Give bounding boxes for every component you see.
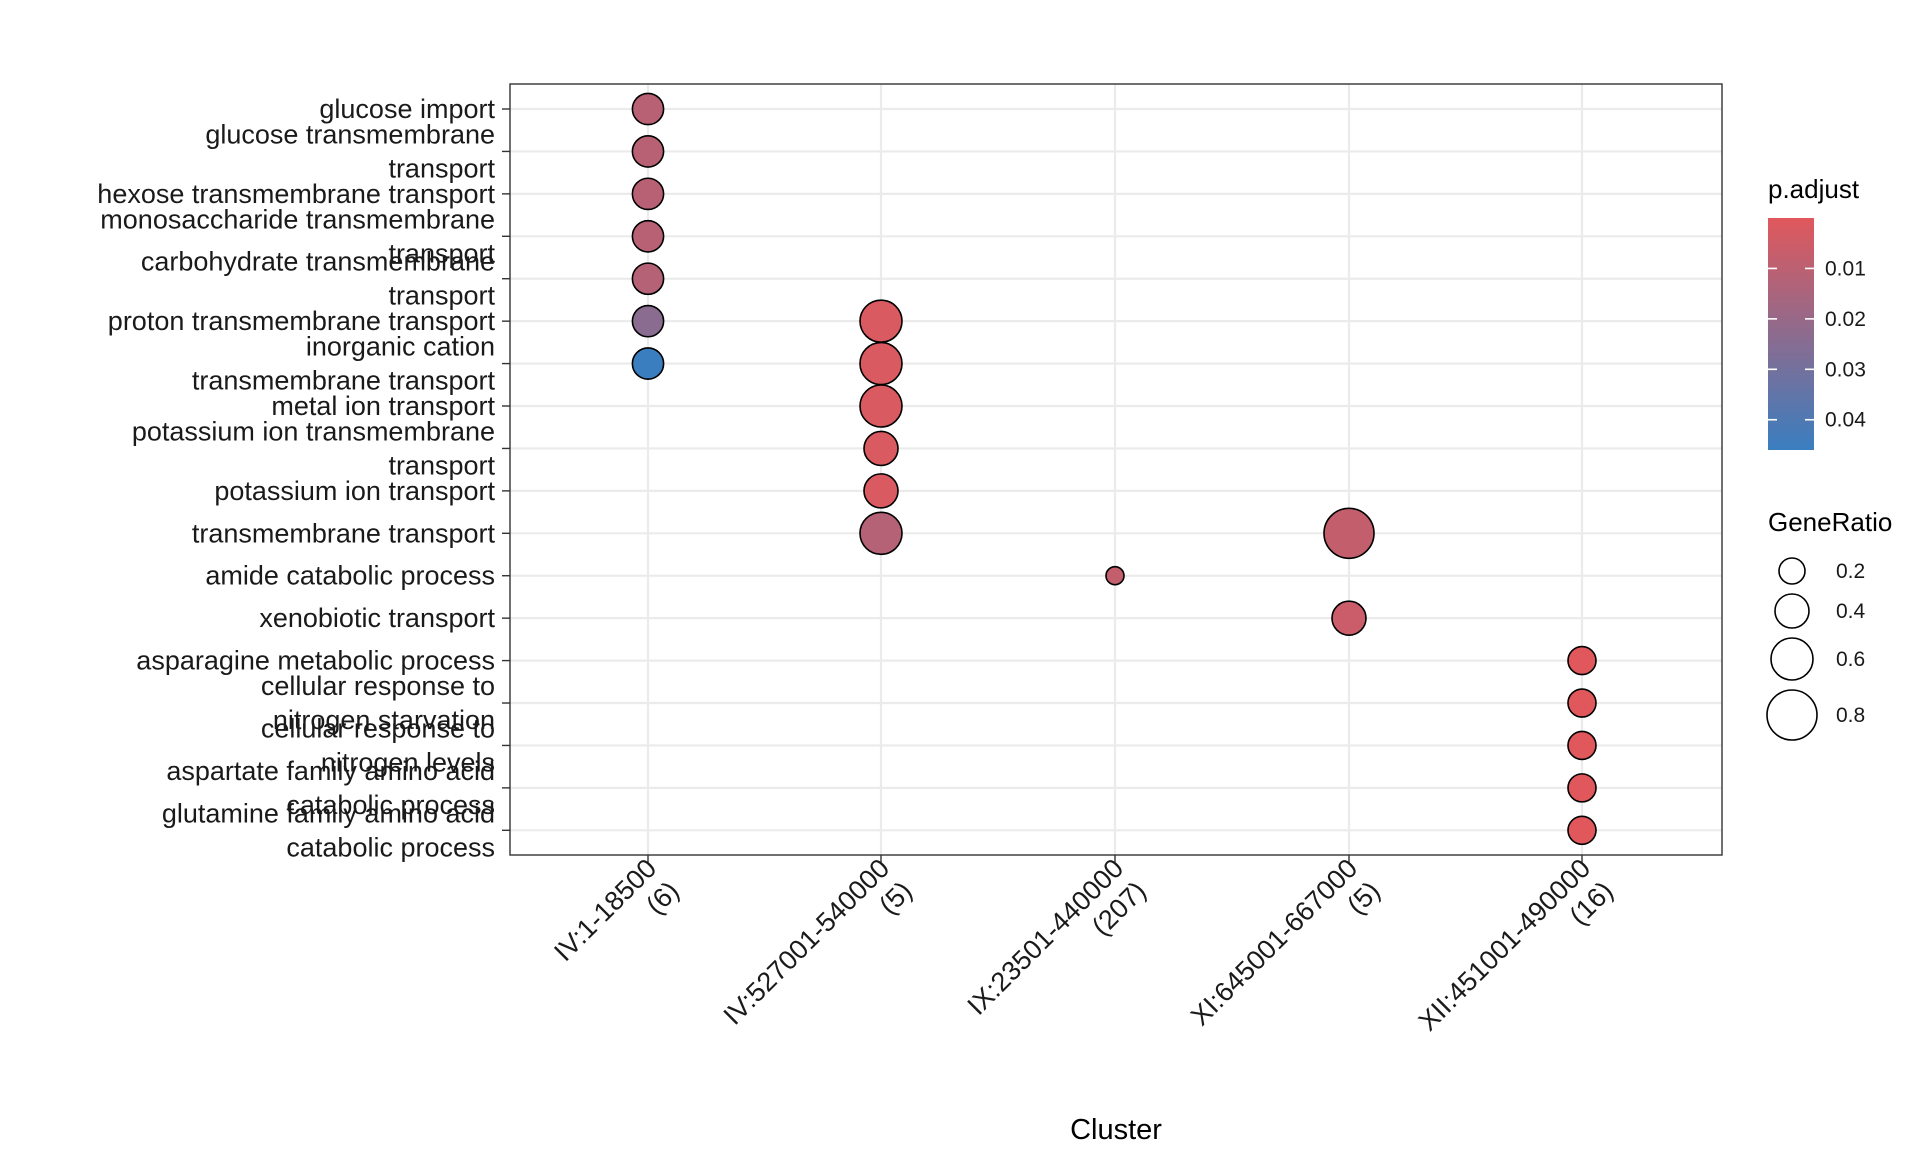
color-legend-label: 0.01 [1825, 257, 1866, 280]
data-point [859, 384, 903, 428]
x-axis-title: Cluster [1070, 1114, 1162, 1146]
size-legend-key [1770, 637, 1814, 681]
y-tick-label: glucose transmembrane [205, 119, 495, 149]
y-tick-label: amide catabolic process [205, 561, 495, 591]
data-point [859, 511, 903, 556]
color-legend-label: 0.02 [1825, 308, 1866, 331]
data-point [631, 177, 665, 211]
y-tick-label: nitrogen levels [321, 747, 495, 777]
y-tick-label: potassium ion transmembrane [132, 416, 495, 446]
y-tick-label: glucose import [319, 94, 495, 124]
y-tick-label: metal ion transport [271, 391, 495, 421]
y-tick-label: cellular response to [261, 671, 495, 701]
y-tick-label: potassium ion transport [214, 476, 495, 506]
y-tick-label: cellular response to [261, 713, 495, 743]
y-tick-label: transport [388, 281, 495, 311]
y-tick-label: transmembrane transport [192, 518, 496, 548]
data-point [1567, 730, 1597, 761]
y-tick-label: transmembrane transport [192, 366, 496, 396]
y-tick-label: nitrogen starvation [273, 705, 495, 735]
data-point [1331, 600, 1367, 636]
data-point [1105, 565, 1125, 586]
data-point [859, 341, 903, 386]
y-tick-label: transport [388, 450, 495, 480]
y-tick-label: carbohydrate transmembrane [141, 247, 495, 277]
data-point [1567, 773, 1597, 803]
size-legend-key [1766, 689, 1818, 741]
plot-panel-border [509, 83, 1723, 856]
data-point [1567, 688, 1597, 718]
y-tick-label: xenobiotic transport [259, 603, 495, 633]
color-legend-bar [1768, 218, 1814, 450]
data-point [631, 347, 665, 380]
data-point [1567, 645, 1597, 676]
data-points [631, 92, 1597, 846]
data-point [1567, 815, 1597, 846]
size-legend-label: 0.8 [1836, 704, 1865, 727]
size-legend: GeneRatio 0.2 0.4 0.6 0.8 [1766, 507, 1892, 741]
data-point [1323, 507, 1375, 560]
data-point [863, 430, 899, 467]
y-tick-label: catabolic process [286, 832, 495, 862]
size-legend-label: 0.4 [1836, 600, 1866, 623]
data-point [631, 92, 665, 126]
data-point [631, 262, 665, 296]
color-legend-label: 0.03 [1825, 358, 1866, 381]
y-tick-label: glutamine family amino acid [162, 798, 495, 828]
color-legend: p.adjust 0.01 0.02 0.03 0.04 [1768, 174, 1866, 450]
size-legend-key [1774, 593, 1810, 629]
y-tick-label: transport [388, 238, 495, 268]
y-tick-label: hexose transmembrane transport [97, 179, 495, 209]
data-point [631, 219, 665, 253]
size-legend-label: 0.6 [1836, 648, 1865, 671]
color-legend-title: p.adjust [1768, 174, 1860, 204]
size-legend-label: 0.2 [1836, 560, 1865, 583]
size-legend-title: GeneRatio [1768, 507, 1892, 537]
grid-lines [510, 84, 1722, 855]
y-tick-label: inorganic cation [306, 332, 495, 362]
data-point [631, 135, 665, 168]
size-legend-key [1778, 557, 1806, 585]
data-point [863, 473, 899, 509]
color-legend-label: 0.04 [1825, 409, 1866, 432]
y-tick-label: catabolic process [286, 790, 495, 820]
data-point [631, 304, 665, 338]
y-tick-label: asparagine metabolic process [136, 646, 495, 676]
data-point [859, 299, 903, 343]
y-tick-label: monosaccharide transmembrane [100, 204, 495, 234]
y-tick-label: proton transmembrane transport [108, 306, 496, 336]
y-tick-label: aspartate family amino acid [166, 756, 495, 786]
y-tick-label: transport [388, 153, 495, 183]
